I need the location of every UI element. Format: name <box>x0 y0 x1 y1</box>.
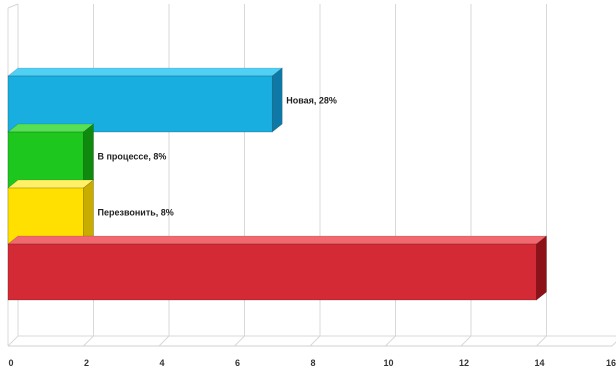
bar-top-face <box>7 67 284 77</box>
x-tick-label: 10 <box>383 358 393 368</box>
bar-side-face <box>83 123 94 189</box>
bar-front-face <box>7 243 537 301</box>
bar-top-face <box>7 123 95 133</box>
gridline-floor <box>83 335 94 347</box>
x-tick-label: 6 <box>235 358 240 368</box>
bar-2 <box>7 179 95 245</box>
gridline-floor <box>7 335 19 347</box>
gridline-floor <box>536 335 547 347</box>
x-tick-label: 14 <box>534 358 544 368</box>
data-label: Перезвонить, 8% <box>98 207 174 217</box>
gridline-floor <box>234 335 245 347</box>
bar-front-face <box>7 75 273 133</box>
bar-top-face <box>7 235 548 245</box>
bar-3 <box>7 235 548 301</box>
chart-bars <box>7 67 548 301</box>
gridline-floor <box>309 335 321 347</box>
gridline-floor <box>611 341 616 347</box>
bar-front-face <box>7 131 84 189</box>
gridline-floor <box>460 335 472 347</box>
bar-side-face <box>271 67 283 133</box>
x-tick-label: 0 <box>8 358 13 368</box>
axis-wall-top <box>7 3 19 9</box>
gridline-floor <box>385 335 396 347</box>
x-tick-label: 16 <box>606 358 616 368</box>
chart-x-axis: 0 2 4 6 8 10 12 14 16 <box>8 358 616 368</box>
x-tick-label: 2 <box>84 358 89 368</box>
gridline-floor <box>158 335 170 347</box>
bar-front-face <box>7 187 84 245</box>
x-tick-label: 8 <box>310 358 315 368</box>
bar-1 <box>7 123 95 189</box>
chart-data-labels: Новая, 28% В процессе, 8% Перезвонить, 8% <box>98 95 337 217</box>
bar-0 <box>7 67 284 133</box>
bar-side-face <box>83 179 94 245</box>
data-label: Новая, 28% <box>286 95 337 105</box>
bar-top-face <box>7 179 95 189</box>
data-label: В процессе, 8% <box>98 151 167 161</box>
x-tick-label: 12 <box>459 358 469 368</box>
x-tick-label: 4 <box>159 358 164 368</box>
bar-side-face <box>536 235 547 301</box>
